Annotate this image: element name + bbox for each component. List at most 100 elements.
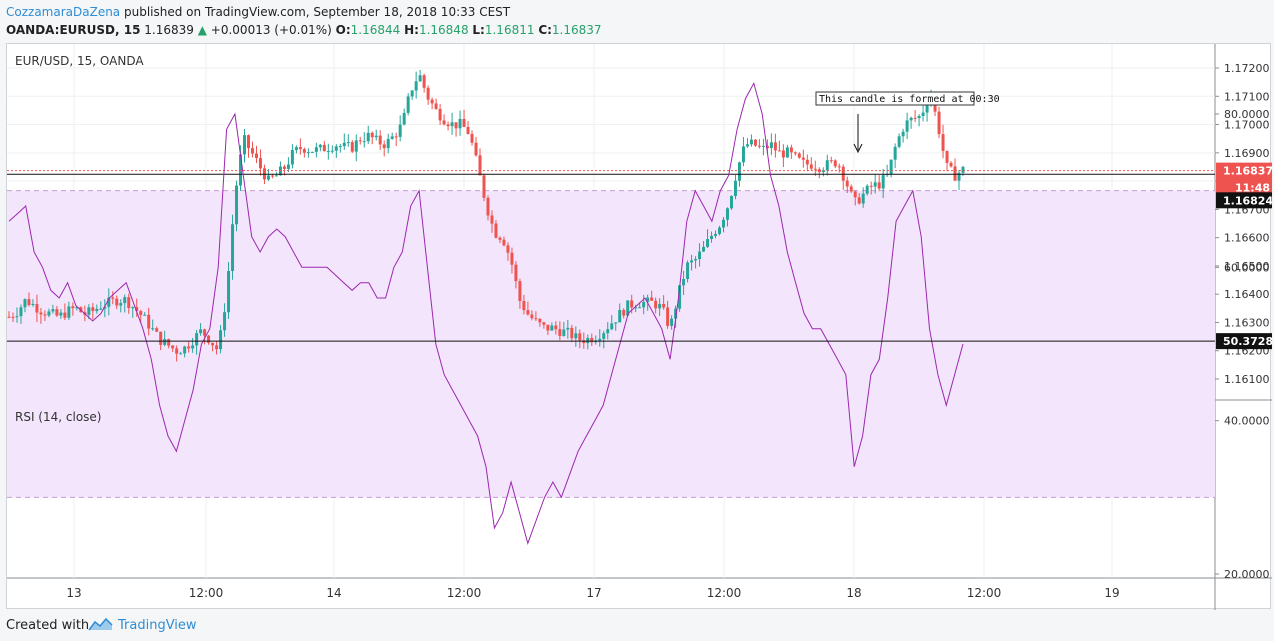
candle <box>55 305 59 318</box>
candle <box>227 262 231 319</box>
candle <box>155 326 159 333</box>
candle <box>191 337 195 353</box>
candle <box>482 174 486 202</box>
candle-body <box>175 348 179 354</box>
candle-body <box>638 307 642 309</box>
candle <box>183 345 187 358</box>
candle <box>757 139 761 149</box>
candle <box>195 329 199 355</box>
candle <box>694 256 698 269</box>
candle-body <box>155 328 159 332</box>
x-tick-label: 12:00 <box>189 586 224 600</box>
chart-svg[interactable]: 13 12:00 14 12:00 17 12:00 18 12:00 19 1.17200 1.1… <box>7 44 1272 610</box>
candle <box>454 122 458 137</box>
candle <box>881 168 885 199</box>
candle <box>797 152 801 159</box>
candle <box>566 319 570 339</box>
candle-body <box>722 219 726 228</box>
author-link[interactable]: CozzamaraDaZena <box>6 5 121 19</box>
candle-body <box>55 309 59 316</box>
candle <box>833 159 837 169</box>
candle-body <box>11 316 15 318</box>
candle-body <box>159 331 163 345</box>
candle <box>366 125 370 144</box>
candle-body <box>203 329 207 336</box>
candle <box>71 302 75 316</box>
candle <box>718 225 722 236</box>
candle-body <box>458 118 462 129</box>
candle <box>530 310 534 321</box>
up-triangle-icon: ▲ <box>197 23 207 37</box>
candle <box>745 138 749 148</box>
candle-body <box>674 308 678 319</box>
candle-body <box>714 233 718 236</box>
candle-body <box>845 180 849 187</box>
candle <box>51 304 55 314</box>
candle <box>729 195 733 210</box>
candle <box>286 157 290 172</box>
candle-body <box>482 175 486 198</box>
arrow-head-icon <box>853 143 863 154</box>
candle <box>725 207 729 227</box>
candle <box>119 299 123 313</box>
candle <box>821 167 825 177</box>
price-tick-label: 1.17200 <box>1224 62 1270 75</box>
candle-body <box>658 303 662 309</box>
candle-body <box>334 146 338 151</box>
x-tick-label: 17 <box>586 586 601 600</box>
candle <box>606 322 610 340</box>
candle <box>430 97 434 110</box>
candle-body <box>626 300 630 316</box>
candle-body <box>901 131 905 137</box>
candle-body <box>219 330 223 350</box>
candle-body <box>670 318 674 326</box>
candle-body <box>454 122 458 129</box>
candle-body <box>801 157 805 160</box>
candle <box>550 322 554 331</box>
candle-body <box>406 96 410 113</box>
candle <box>554 321 558 335</box>
x-tick-label: 13 <box>66 586 81 600</box>
candle-body <box>250 148 254 154</box>
chart-area[interactable]: 13 12:00 14 12:00 17 12:00 18 12:00 19 1.17200 1.1… <box>6 43 1272 610</box>
candles-group <box>7 69 965 362</box>
candle-body <box>578 333 582 341</box>
candle <box>598 329 602 347</box>
candle-body <box>566 327 570 330</box>
candle <box>326 143 330 160</box>
candle <box>749 134 753 147</box>
candle-body <box>123 297 127 304</box>
candle-body <box>614 322 618 324</box>
candle <box>829 156 833 164</box>
candle-body <box>191 345 195 349</box>
candle <box>486 195 490 221</box>
candle <box>909 116 913 129</box>
candle-body <box>706 239 710 247</box>
candle-body <box>518 281 522 302</box>
rsi-current-badge <box>1216 333 1272 350</box>
candle-body <box>254 153 258 159</box>
published-text: published on TradingView.com, September … <box>124 5 511 19</box>
candle-body <box>294 147 298 151</box>
candle <box>686 260 690 283</box>
candle-body <box>514 264 518 282</box>
high-label: H: <box>404 23 419 37</box>
candle <box>526 301 530 316</box>
candle-body <box>634 307 638 309</box>
candle <box>510 247 514 274</box>
candle-body <box>769 142 773 149</box>
tradingview-brand[interactable]: TradingView <box>118 618 197 633</box>
candle <box>809 157 813 171</box>
candle-body <box>306 152 310 154</box>
candle <box>462 109 466 128</box>
candle-body <box>99 308 103 310</box>
candle-body <box>881 175 885 189</box>
candle-body <box>598 338 602 341</box>
candle-body <box>27 299 31 306</box>
candle <box>314 142 318 158</box>
candle-body <box>666 307 670 326</box>
price-tick-label: 1.16100 <box>1224 373 1270 386</box>
candle <box>690 254 694 271</box>
candle-body <box>103 306 107 309</box>
candle-body <box>127 297 131 309</box>
